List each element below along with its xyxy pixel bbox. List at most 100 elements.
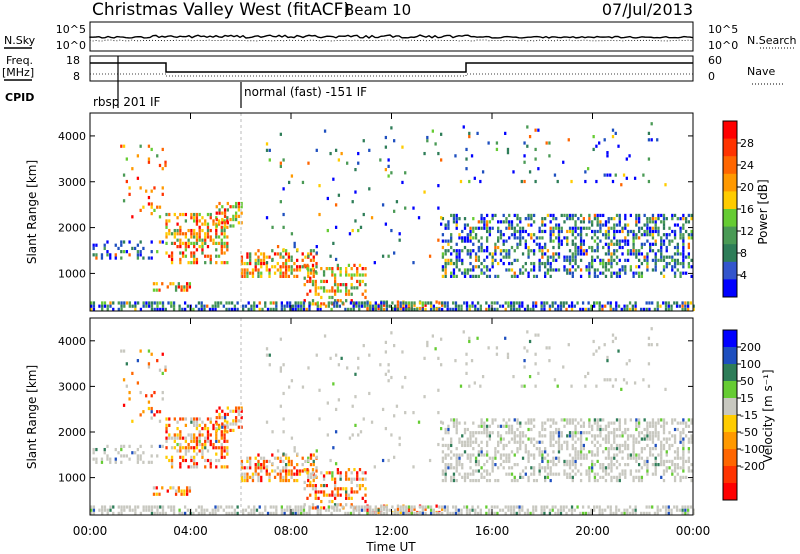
power-cell — [187, 261, 190, 265]
power-cell — [673, 265, 677, 269]
velocity-cell — [333, 477, 337, 481]
velocity-cell — [632, 437, 635, 441]
velocity-cell — [220, 442, 223, 447]
velocity-cell — [629, 456, 632, 460]
power-cell — [671, 213, 674, 218]
power-cell — [657, 226, 660, 230]
velocity-cell — [665, 450, 668, 454]
power-cell — [309, 279, 312, 284]
velocity-cell — [461, 443, 464, 448]
power-cell — [510, 304, 513, 308]
velocity-cell — [103, 451, 106, 455]
power-cell — [273, 265, 277, 269]
velocity-cell — [377, 508, 380, 512]
velocity-cell — [206, 449, 210, 453]
velocity-cell — [152, 486, 156, 490]
power-cell — [246, 271, 249, 275]
power-cell — [566, 268, 569, 272]
power-cell — [563, 220, 566, 224]
power-cell — [260, 274, 263, 278]
velocity-cell — [632, 453, 635, 457]
velocity-cell — [613, 456, 616, 460]
power-cell — [610, 261, 613, 266]
freq-tick-high: 18 — [66, 54, 80, 67]
power-cell — [586, 167, 590, 171]
velocity-cell — [136, 460, 140, 464]
power-cell — [516, 245, 519, 250]
power-cell — [538, 229, 541, 234]
power-cell — [203, 304, 206, 308]
velocity-cell — [676, 463, 679, 467]
power-cell — [596, 255, 599, 259]
power-cell — [613, 229, 616, 234]
velocity-cell — [544, 456, 547, 460]
velocity-cell — [621, 434, 624, 438]
velocity-cell — [534, 333, 537, 337]
velocity-cell — [236, 505, 239, 509]
velocity-cell — [466, 456, 469, 460]
power-cell — [306, 292, 309, 296]
velocity-cell — [682, 431, 685, 435]
power-cell — [615, 301, 618, 305]
power-cell — [184, 232, 188, 236]
velocity-cell — [485, 434, 489, 438]
velocity-cell — [177, 489, 180, 493]
velocity-cell — [190, 465, 193, 469]
velocity-cell — [593, 508, 596, 512]
power-cell — [612, 307, 615, 311]
velocity-cell — [382, 511, 386, 515]
velocity-cell — [502, 453, 505, 457]
power-cell — [455, 255, 458, 259]
power-cell — [682, 258, 685, 262]
power-cell — [474, 252, 478, 256]
velocity-cell — [566, 463, 569, 467]
velocity-cell — [477, 443, 480, 448]
power-cell — [526, 125, 529, 129]
power-cell — [214, 304, 217, 308]
power-cell — [217, 301, 220, 305]
velocity-cell — [588, 418, 591, 422]
power-cell — [626, 239, 630, 243]
power-cell — [593, 229, 597, 234]
velocity-cell — [204, 426, 207, 431]
velocity-cell — [469, 472, 472, 476]
velocity-cell — [579, 511, 582, 515]
velocity-cell — [660, 475, 663, 479]
power-cell — [354, 219, 357, 223]
power-cell — [664, 304, 668, 308]
power-cell — [480, 271, 483, 275]
power-cell — [439, 216, 443, 220]
velocity-cell — [519, 424, 522, 428]
power-cell — [513, 271, 516, 275]
power-cell — [472, 229, 475, 234]
power-cell — [147, 157, 151, 161]
power-cell — [198, 245, 201, 249]
velocity-cell — [195, 508, 198, 512]
power-cell — [635, 265, 638, 269]
power-cell — [662, 226, 666, 230]
power-cell — [485, 268, 489, 272]
power-cell — [193, 228, 196, 233]
velocity-cell — [293, 472, 296, 476]
power-cell — [582, 252, 586, 256]
velocity-cell — [242, 511, 245, 515]
velocity-cell — [546, 453, 550, 457]
velocity-cell — [611, 339, 615, 344]
power-cell — [440, 301, 444, 305]
velocity-cell — [524, 472, 527, 476]
velocity-cell — [588, 431, 591, 435]
velocity-cell — [170, 465, 174, 469]
velocity-cell — [179, 449, 182, 453]
power-cell — [326, 228, 329, 233]
power-cell — [635, 255, 638, 259]
velocity-cell — [309, 453, 313, 457]
velocity-cell — [441, 459, 445, 464]
power-cell — [532, 261, 536, 266]
velocity-cell — [437, 411, 440, 415]
velocity-cell — [201, 433, 204, 437]
velocity-cell — [656, 505, 659, 509]
velocity-cell — [588, 424, 591, 428]
power-cell — [502, 220, 505, 224]
velocity-cell — [524, 443, 527, 448]
velocity-cell — [549, 437, 552, 441]
